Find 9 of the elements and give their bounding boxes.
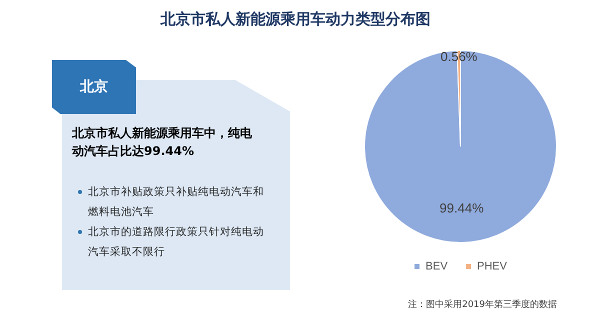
legend-label: BEV: [426, 260, 448, 273]
text: 北京: [52, 60, 136, 114]
text: 北京市的道路限行政策只针对纯电动汽车采取不限行: [88, 225, 265, 260]
text: 北京市私人新能源乘用车中，纯电动汽车占比达99.44%: [72, 125, 253, 160]
legend-label: PHEV: [477, 260, 508, 273]
chart-title: 北京市私人新能源乘用车动力类型分布图: [159, 10, 432, 29]
text: 北京市补贴政策只补贴纯电动汽车和燃料电池汽车: [88, 185, 265, 220]
data-label: 99.44%: [440, 200, 484, 216]
text: 注：图中采用2019年第三季度的数据: [408, 298, 557, 311]
